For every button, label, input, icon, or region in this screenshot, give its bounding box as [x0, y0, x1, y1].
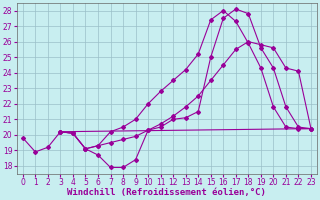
X-axis label: Windchill (Refroidissement éolien,°C): Windchill (Refroidissement éolien,°C)	[68, 188, 266, 197]
